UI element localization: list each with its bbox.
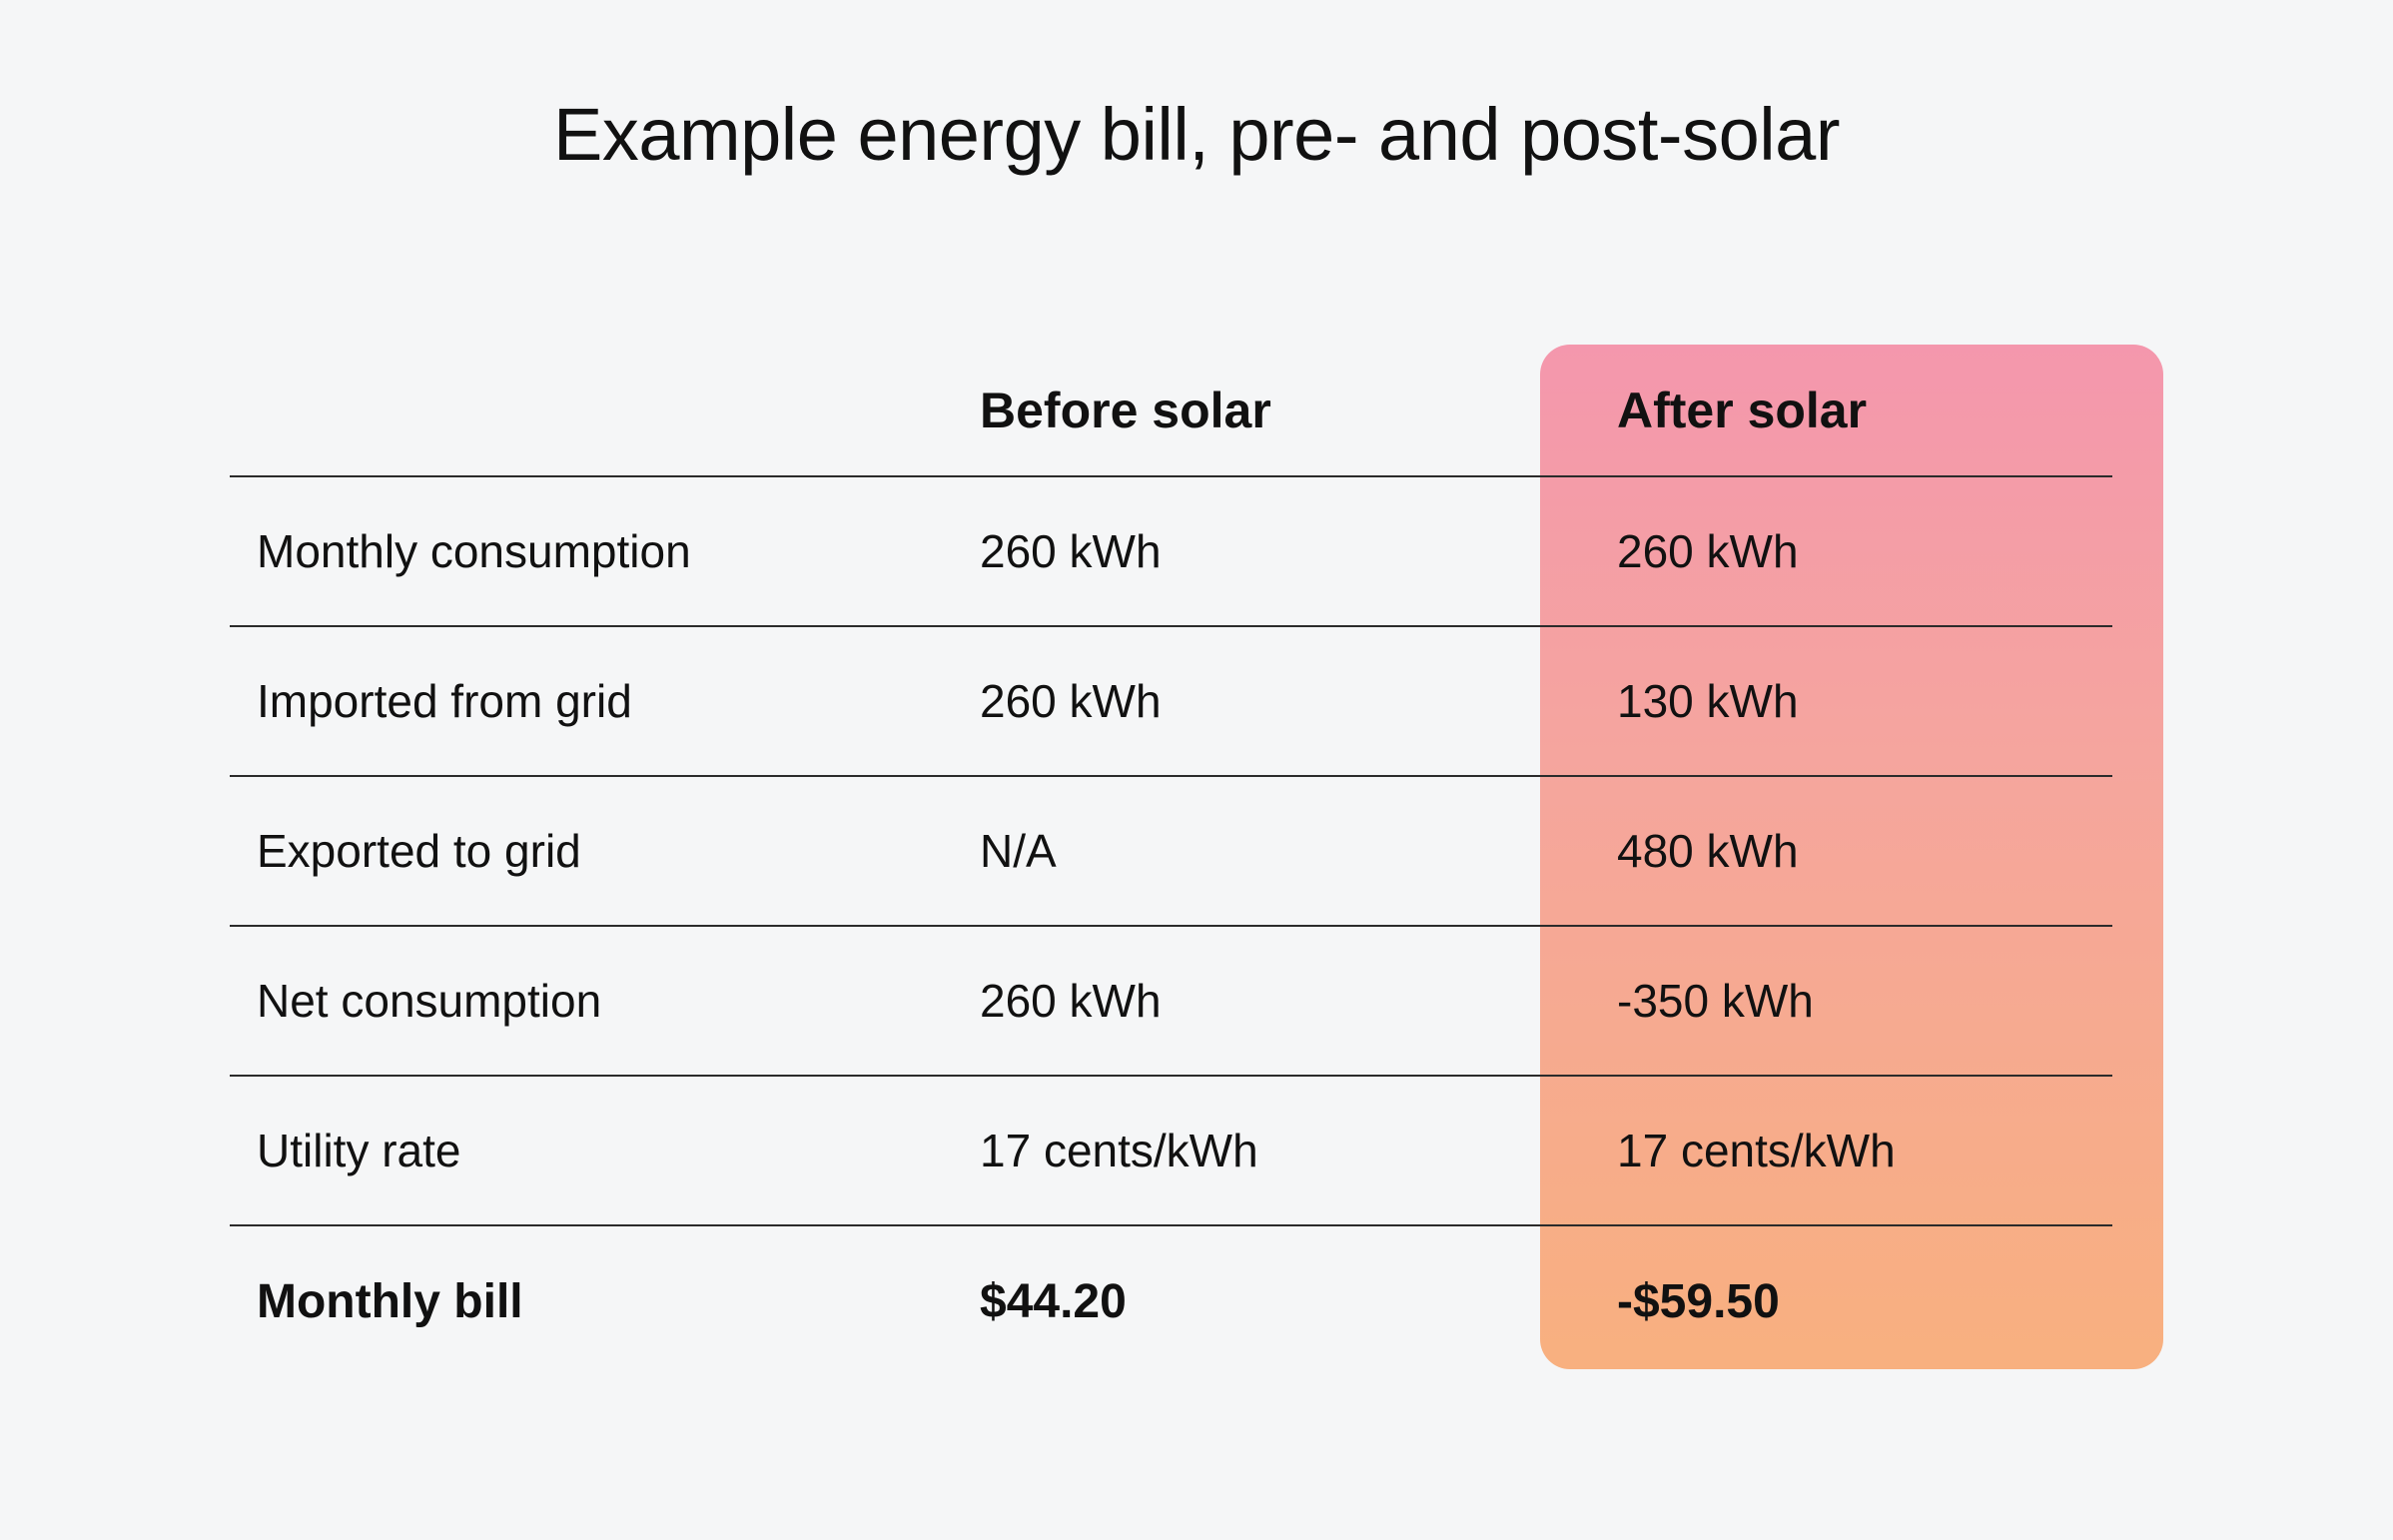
after-solar-column-highlight [1540, 345, 2163, 1369]
column-header-after-solar: After solar [1617, 382, 1868, 438]
after-solar-value: 480 kWh [1617, 825, 1799, 877]
table-row: Monthly consumption 260 kWh 260 kWh [230, 477, 2112, 627]
table-row: Net consumption 260 kWh -350 kWh [230, 927, 2112, 1077]
row-label: Monthly bill [257, 1274, 523, 1328]
column-header-before-solar: Before solar [980, 382, 1271, 438]
table-row: Utility rate 17 cents/kWh 17 cents/kWh [230, 1077, 2112, 1226]
row-label: Utility rate [257, 1125, 461, 1176]
table-header-row: Before solar After solar [230, 345, 2112, 477]
table-row: Exported to grid N/A 480 kWh [230, 777, 2112, 927]
before-solar-value: 260 kWh [980, 675, 1162, 727]
table-row: Imported from grid 260 kWh 130 kWh [230, 627, 2112, 777]
before-solar-value: 260 kWh [980, 975, 1162, 1027]
after-solar-value: 130 kWh [1617, 675, 1799, 727]
row-label: Monthly consumption [257, 525, 691, 577]
after-solar-value: 260 kWh [1617, 525, 1799, 577]
page-title: Example energy bill, pre- and post-solar [553, 93, 1840, 176]
after-solar-value: -$59.50 [1617, 1274, 1780, 1328]
before-solar-value: 17 cents/kWh [980, 1125, 1258, 1176]
before-solar-value: $44.20 [980, 1274, 1127, 1328]
energy-bill-table: Before solar After solar Monthly consump… [230, 345, 2112, 1376]
after-solar-value: 17 cents/kWh [1617, 1125, 1896, 1176]
after-solar-value: -350 kWh [1617, 975, 1814, 1027]
before-solar-value: 260 kWh [980, 525, 1162, 577]
row-label: Exported to grid [257, 825, 581, 877]
row-label: Imported from grid [257, 675, 632, 727]
row-label: Net consumption [257, 975, 602, 1027]
before-solar-value: N/A [980, 825, 1057, 877]
table-row-total: Monthly bill $44.20 -$59.50 [230, 1226, 2112, 1376]
